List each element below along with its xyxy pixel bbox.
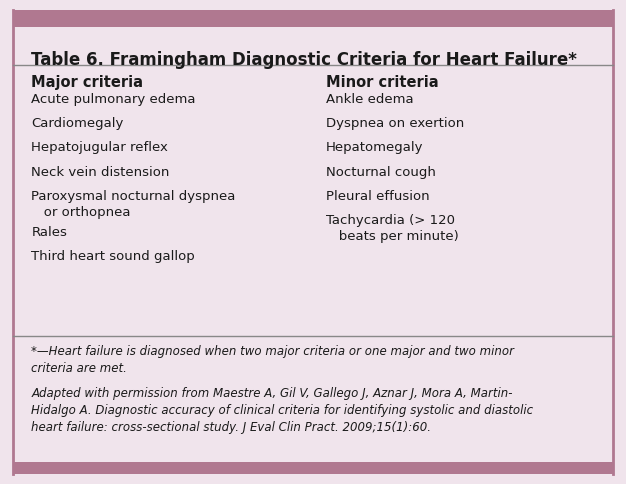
Text: Neck vein distension: Neck vein distension <box>31 166 170 179</box>
Text: Third heart sound gallop: Third heart sound gallop <box>31 250 195 263</box>
Text: Minor criteria: Minor criteria <box>326 75 438 90</box>
Text: Hepatojugular reflex: Hepatojugular reflex <box>31 141 168 154</box>
Text: Adapted with permission from Maestre A, Gil V, Gallego J, Aznar J, Mora A, Marti: Adapted with permission from Maestre A, … <box>31 387 533 434</box>
Text: Tachycardia (> 120
   beats per minute): Tachycardia (> 120 beats per minute) <box>326 214 458 243</box>
Text: Acute pulmonary edema: Acute pulmonary edema <box>31 93 196 106</box>
Text: Rales: Rales <box>31 226 67 239</box>
Text: Major criteria: Major criteria <box>31 75 143 90</box>
Text: Dyspnea on exertion: Dyspnea on exertion <box>326 117 464 130</box>
Text: Table 6. Framingham Diagnostic Criteria for Heart Failure*: Table 6. Framingham Diagnostic Criteria … <box>31 51 577 69</box>
Text: Hepatomegaly: Hepatomegaly <box>326 141 423 154</box>
Text: *—Heart failure is diagnosed when two major criteria or one major and two minor
: *—Heart failure is diagnosed when two ma… <box>31 345 515 375</box>
Text: Ankle edema: Ankle edema <box>326 93 413 106</box>
FancyBboxPatch shape <box>13 462 613 474</box>
Text: Cardiomegaly: Cardiomegaly <box>31 117 124 130</box>
Text: Paroxysmal nocturnal dyspnea
   or orthopnea: Paroxysmal nocturnal dyspnea or orthopne… <box>31 190 235 219</box>
FancyBboxPatch shape <box>13 10 613 27</box>
FancyBboxPatch shape <box>13 10 613 474</box>
Text: Nocturnal cough: Nocturnal cough <box>326 166 436 179</box>
Text: Pleural effusion: Pleural effusion <box>326 190 429 203</box>
